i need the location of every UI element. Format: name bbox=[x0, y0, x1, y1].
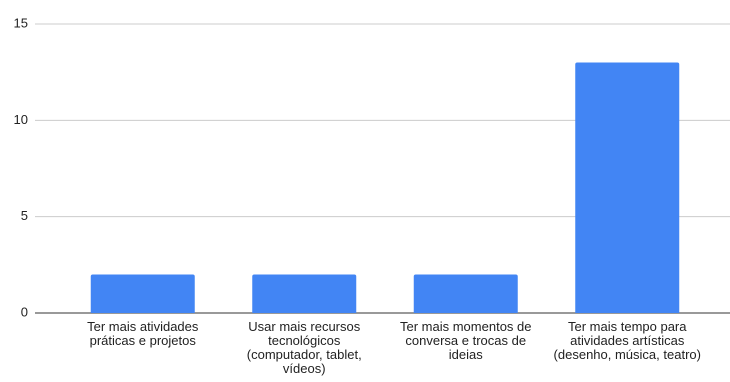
bar bbox=[413, 274, 518, 313]
x-tick-label: Ter mais momentos de conversa e trocas d… bbox=[400, 319, 532, 362]
x-tick-label: Ter mais atividades práticas e projetos bbox=[87, 319, 199, 348]
y-tick-label: 5 bbox=[21, 208, 28, 223]
bar bbox=[90, 274, 195, 313]
y-tick-label: 0 bbox=[21, 304, 28, 319]
y-tick-label: 10 bbox=[14, 112, 28, 127]
x-tick-label: Ter mais tempo para atividades artística… bbox=[553, 319, 701, 362]
y-tick-label: 15 bbox=[14, 15, 28, 30]
x-tick-label: Usar mais recursos tecnológicos (computa… bbox=[246, 319, 362, 376]
bar bbox=[252, 274, 357, 313]
bar bbox=[575, 62, 680, 314]
